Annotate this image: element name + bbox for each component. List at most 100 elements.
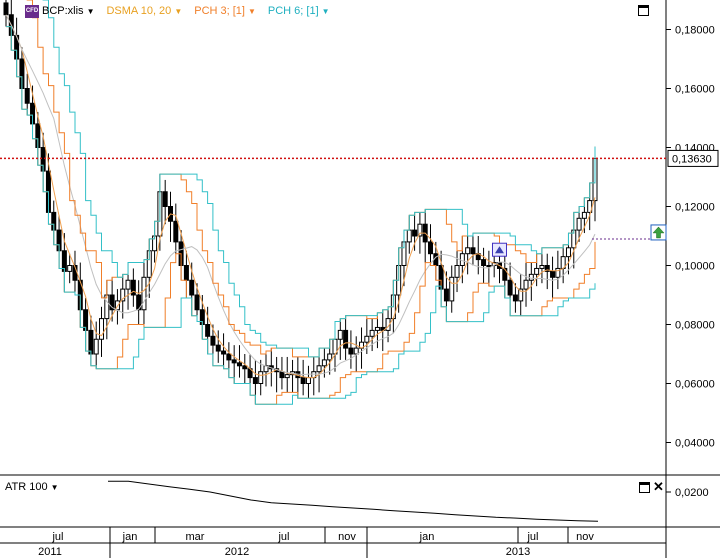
candle-body: [194, 294, 200, 311]
candle-body: [443, 288, 449, 302]
price-tick-label: 0,06000: [675, 379, 715, 391]
candle-body: [284, 374, 290, 379]
atr-label: ATR 100: [5, 481, 48, 493]
dsma-slow-line: [5, 14, 596, 376]
pch3-label: PCH 3; [1]: [194, 5, 245, 17]
candle-body: [173, 220, 179, 243]
candle-body: [454, 265, 460, 278]
dsma-fast-line: [5, 14, 596, 379]
candle-body: [242, 365, 248, 370]
candle-body: [465, 247, 471, 255]
candle-body: [417, 223, 423, 237]
price-tick-label: 0,08000: [675, 320, 715, 332]
month-label: jul: [526, 531, 538, 543]
candle-body: [518, 288, 524, 302]
candle-body: [459, 253, 465, 266]
candle-body: [210, 335, 216, 346]
candle-body: [3, 2, 9, 16]
candle-body: [544, 265, 550, 272]
atr-line: [108, 480, 599, 522]
candle-body: [226, 353, 232, 361]
candle-body: [343, 329, 349, 349]
symbol-selector[interactable]: CFD BCP:xlis ▼: [25, 4, 94, 18]
candle-body: [374, 326, 380, 331]
price-tick-label: 0,16000: [675, 84, 715, 96]
candle-body: [428, 241, 434, 255]
window-minimize-icon[interactable]: [638, 5, 649, 16]
candle-body: [93, 338, 99, 355]
candle-body: [88, 329, 94, 355]
price-tick-label: 0,12000: [675, 202, 715, 214]
candle-body: [120, 288, 126, 302]
candle-body: [130, 279, 136, 296]
candle-body: [252, 377, 258, 385]
candle-body: [534, 267, 540, 275]
candle-body: [369, 329, 375, 337]
candle-body: [258, 371, 264, 385]
dropdown-icon: ▼: [50, 482, 59, 492]
month-label: nov: [576, 531, 594, 543]
candle-body: [205, 324, 211, 337]
atr-indicator-selector[interactable]: ATR 100 ▼: [5, 481, 59, 493]
month-label: jul: [277, 531, 289, 543]
price-tick-label: 0,10000: [675, 261, 715, 273]
cfd-icon: CFD: [25, 4, 39, 18]
window-minimize-icon[interactable]: [639, 482, 650, 493]
candle-body: [512, 294, 518, 302]
pch3-legend[interactable]: PCH 3; [1] ▼: [194, 5, 256, 17]
candle-body: [470, 247, 476, 255]
month-label: nov: [338, 531, 356, 543]
candle-body: [183, 265, 189, 281]
year-label: 2012: [225, 546, 249, 558]
candle-body: [581, 211, 587, 219]
up-arrow-glyph: [652, 226, 665, 239]
candle-body: [502, 267, 508, 281]
chart-legend: CFD BCP:xlis ▼ DSMA 10, 20 ▼ PCH 3; [1] …: [25, 3, 342, 19]
candle-body: [316, 365, 322, 373]
candle-body: [353, 347, 359, 355]
candle-body: [385, 318, 391, 331]
candle-body: [406, 229, 412, 243]
candle-body: [565, 247, 571, 258]
last-price-label: 0,13630: [672, 153, 712, 165]
candle-body: [412, 229, 418, 237]
pch6-label: PCH 6; [1]: [267, 5, 319, 17]
pch3-upper-line: [26, 0, 596, 358]
candle-body: [327, 353, 333, 361]
year-label: 2013: [506, 546, 530, 558]
candle-body: [481, 259, 487, 267]
dsma-label: DSMA 10, 20: [106, 5, 172, 17]
candle-body: [348, 347, 354, 355]
candle-body: [104, 294, 110, 320]
candle-body: [215, 344, 221, 352]
candle-body: [337, 329, 343, 340]
candle-body: [587, 200, 593, 213]
atr-tick-label: 0,0200: [675, 487, 709, 499]
candle-body: [507, 279, 513, 296]
candle-body: [300, 377, 306, 385]
pch6-lower-line: [6, 26, 596, 405]
month-label: mar: [186, 531, 205, 543]
price-tick-label: 0,04000: [675, 438, 715, 450]
dsma-legend[interactable]: DSMA 10, 20 ▼: [106, 5, 182, 17]
last-price-box: [667, 149, 719, 167]
candle-body: [279, 371, 285, 379]
price-tick-label: 0,18000: [675, 25, 715, 37]
dropdown-icon: ▼: [174, 6, 183, 16]
candle-body: [486, 265, 492, 267]
candle-body: [523, 279, 529, 290]
candle-body: [67, 265, 73, 272]
candle-body: [321, 359, 327, 367]
candle-body: [539, 265, 545, 269]
close-icon[interactable]: ✕: [653, 479, 664, 494]
month-label: jan: [122, 531, 138, 543]
candle-body: [125, 279, 131, 290]
candle-body: [189, 279, 195, 296]
candle-body: [221, 350, 227, 355]
candle-body: [109, 294, 115, 311]
candle-body: [231, 359, 237, 364]
pch6-legend[interactable]: PCH 6; [1] ▼: [268, 5, 330, 17]
dropdown-icon: ▼: [247, 6, 256, 16]
